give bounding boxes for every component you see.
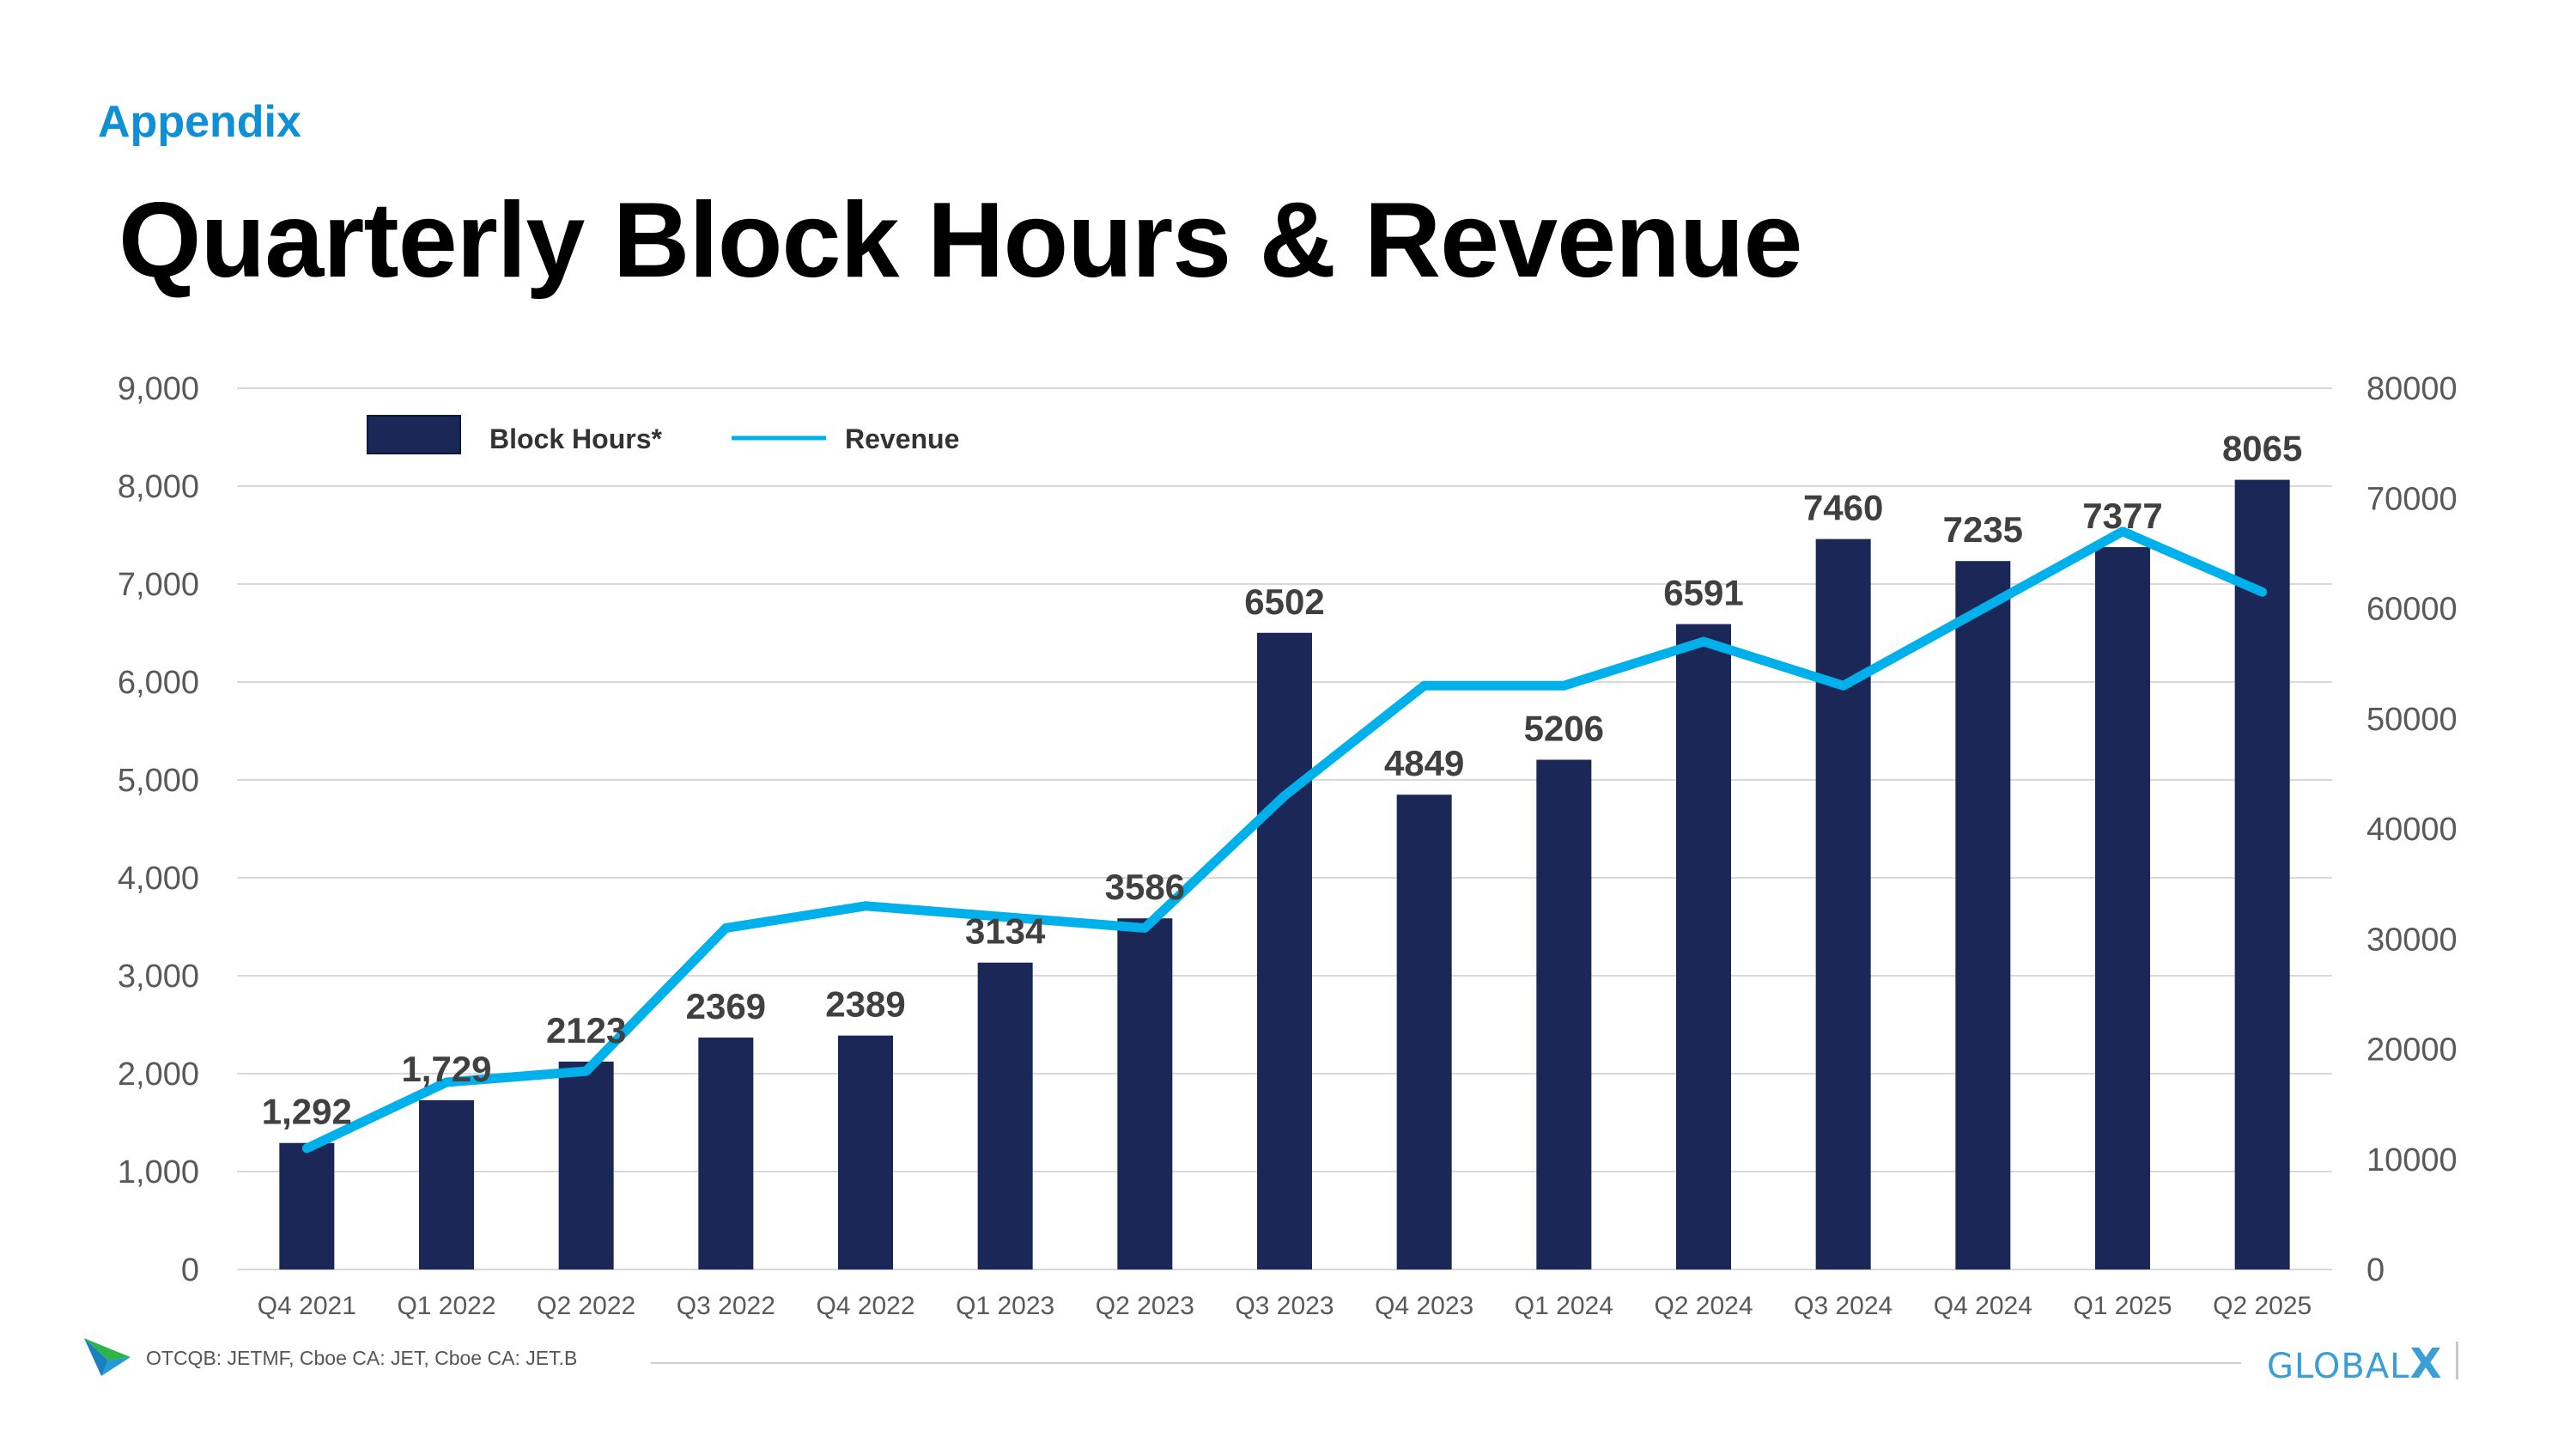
footer-tickers: OTCQB: JETMF, Cboe CA: JET, Cboe CA: JET… — [146, 1347, 578, 1369]
bar — [1536, 759, 1592, 1269]
revenue-point — [1284, 795, 1285, 797]
x-axis-tick-label: Q4 2023 — [1375, 1292, 1473, 1320]
x-axis-tick-label: Q2 2022 — [537, 1292, 635, 1320]
data-label: 2389 — [825, 984, 905, 1025]
revenue-point — [2122, 530, 2123, 533]
revenue-point — [306, 1147, 308, 1149]
bar — [1676, 624, 1731, 1269]
revenue-point — [1982, 607, 1984, 610]
left-axis-tick-label: 0 — [181, 1252, 199, 1288]
right-axis-tick-label: 50000 — [2366, 702, 2458, 738]
x-axis-tick-label: Q4 2024 — [1934, 1292, 2032, 1320]
bar — [1955, 561, 2011, 1269]
left-axis-tick-label: 6,000 — [118, 665, 199, 701]
bar — [1815, 539, 1871, 1269]
bar — [977, 962, 1033, 1269]
data-label: 2123 — [546, 1010, 626, 1050]
data-label: 3134 — [965, 911, 1046, 952]
brand-logo: GLOBALX — [2267, 1340, 2442, 1388]
revenue-point — [1842, 685, 1844, 687]
data-label: 7377 — [2082, 496, 2162, 536]
x-axis-tick-label: Q1 2024 — [1515, 1292, 1613, 1320]
x-axis-tick-label: Q2 2025 — [2213, 1292, 2312, 1320]
bar — [2095, 547, 2150, 1269]
right-axis-tick-label: 60000 — [2366, 592, 2458, 628]
footer-divider — [651, 1362, 2241, 1364]
x-axis-tick-label: Q2 2024 — [1654, 1292, 1753, 1320]
data-label: 1,729 — [401, 1049, 491, 1089]
revenue-point — [585, 1070, 587, 1073]
left-axis-tick-label: 3,000 — [118, 959, 199, 995]
bars — [279, 479, 2290, 1269]
right-axis-tick-label: 20000 — [2366, 1032, 2458, 1068]
legend-swatch-block-hours — [367, 415, 461, 454]
revenue-point — [1703, 640, 1704, 642]
legend: Block Hours* Revenue — [367, 415, 959, 454]
data-label: 2369 — [686, 986, 766, 1026]
x-axis-tick-label: Q1 2023 — [956, 1292, 1054, 1320]
left-axis-tick-label: 1,000 — [118, 1154, 199, 1190]
bar — [1396, 795, 1452, 1269]
revenue-line-layer — [301, 527, 2268, 1154]
axes: 0 1,000 2,000 3,000 4,000 5,000 6,000 7,000 8,00… — [118, 371, 2458, 1320]
x-axis-tick-label: Q2 2023 — [1096, 1292, 1194, 1320]
data-label: 8065 — [2222, 429, 2302, 469]
revenue-point — [1423, 685, 1425, 687]
data-label: 3586 — [1105, 867, 1185, 907]
brand-divider — [2456, 1342, 2458, 1379]
right-axis-tick-label: 10000 — [2366, 1142, 2458, 1178]
left-axis-tick-label: 5,000 — [118, 763, 199, 799]
bar — [419, 1099, 474, 1269]
revenue-point — [1004, 916, 1006, 918]
x-axis-tick-label: Q3 2024 — [1794, 1292, 1893, 1320]
brand-logo-text: GLOBAL — [2267, 1347, 2410, 1386]
data-label: 7235 — [1943, 509, 2023, 550]
bar — [1117, 918, 1173, 1269]
right-axis-tick-label: 30000 — [2366, 922, 2458, 958]
data-label: 7460 — [1803, 488, 1883, 528]
revenue-point — [865, 904, 866, 907]
right-axis-tick-label: 70000 — [2366, 481, 2458, 517]
bar — [698, 1037, 754, 1269]
revenue-point — [725, 927, 727, 929]
bar — [1257, 632, 1312, 1269]
company-logo-icon — [84, 1338, 131, 1376]
right-axis-tick-label: 80000 — [2366, 371, 2458, 407]
data-label: 6502 — [1244, 581, 1324, 622]
bar — [2234, 479, 2290, 1269]
left-axis-tick-label: 4,000 — [118, 861, 199, 897]
legend-label-revenue: Revenue — [845, 423, 959, 454]
right-axis-tick-label: 40000 — [2366, 812, 2458, 848]
page-title: Quarterly Block Hours & Revenue — [118, 181, 1803, 300]
left-axis-tick-label: 2,000 — [118, 1056, 199, 1093]
revenue-point — [1144, 927, 1146, 929]
data-label: 5206 — [1524, 709, 1604, 749]
revenue-point — [446, 1081, 447, 1083]
bar — [279, 1142, 335, 1269]
right-axis-tick-label: 0 — [2366, 1252, 2385, 1288]
left-axis-tick-label: 8,000 — [118, 469, 199, 505]
x-axis-tick-label: Q1 2022 — [397, 1292, 495, 1320]
revenue-point — [2261, 591, 2263, 594]
data-label: 6591 — [1663, 573, 1743, 613]
data-label: 4849 — [1384, 743, 1464, 783]
section-label: Appendix — [98, 97, 301, 147]
bar — [558, 1061, 614, 1269]
x-axis-tick-label: Q3 2022 — [677, 1292, 775, 1320]
data-labels: 1,292 1,729 2123 2369 2389 3134 3586 6502 4849 52… — [262, 429, 2303, 1132]
brand-logo-mark: X — [2409, 1340, 2443, 1388]
data-label: 1,292 — [262, 1092, 352, 1132]
left-axis-tick-label: 7,000 — [118, 567, 199, 603]
x-axis-tick-label: Q1 2025 — [2073, 1292, 2172, 1320]
revenue-point — [1563, 685, 1565, 687]
x-axis-tick-label: Q3 2023 — [1235, 1292, 1334, 1320]
legend-label-block-hours: Block Hours* — [489, 423, 662, 454]
x-axis-tick-label: Q4 2022 — [816, 1292, 914, 1320]
bar — [838, 1035, 893, 1269]
x-axis-tick-label: Q4 2021 — [258, 1292, 356, 1320]
left-axis-tick-label: 9,000 — [118, 371, 199, 407]
